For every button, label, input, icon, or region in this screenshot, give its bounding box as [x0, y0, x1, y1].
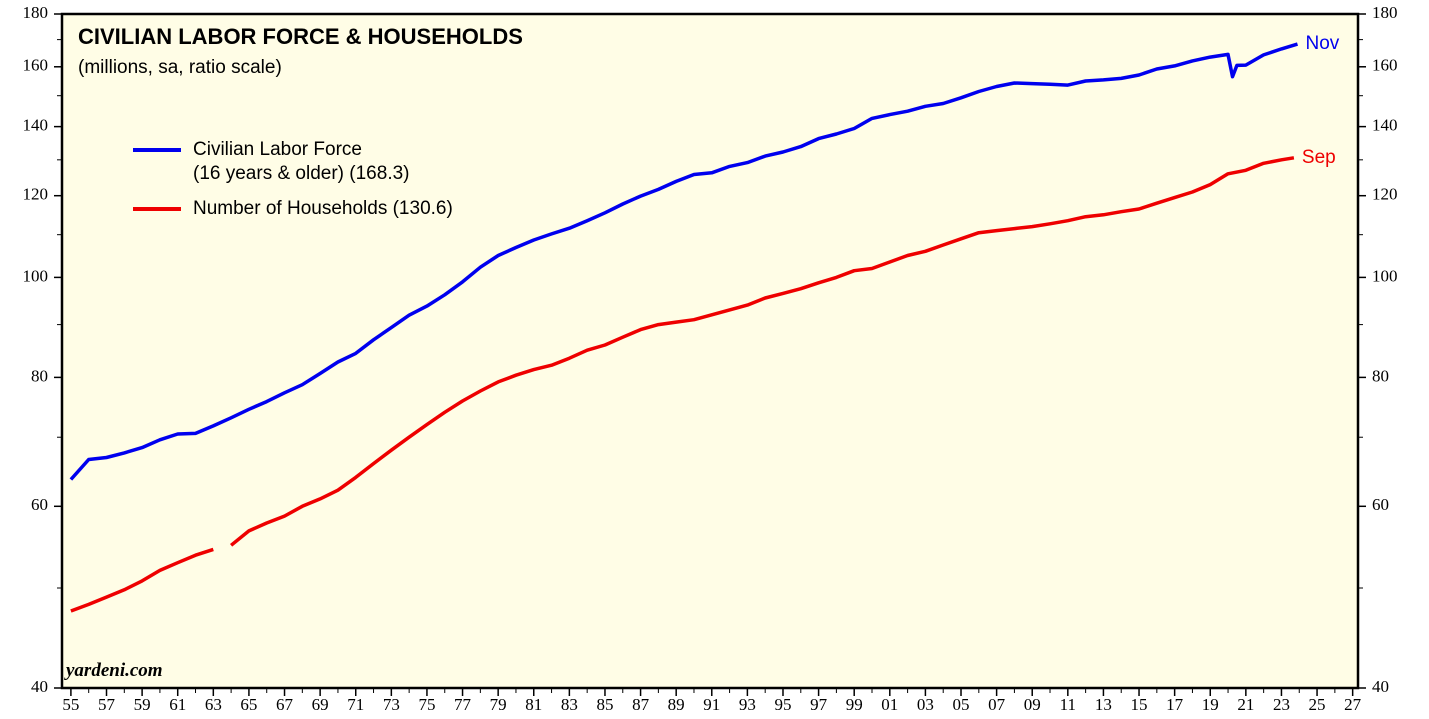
x-tick-label: 71: [347, 695, 364, 714]
end-label: Sep: [1302, 147, 1336, 168]
x-tick-label: 11: [1060, 695, 1076, 714]
x-tick-label: 13: [1095, 695, 1112, 714]
x-tick-label: 91: [703, 695, 720, 714]
legend-entry: Civilian Labor Force (16 years & older) …: [193, 139, 410, 184]
y-tick-label: 60: [31, 495, 48, 514]
x-tick-label: 99: [846, 695, 863, 714]
y-tick-label: 80: [31, 366, 48, 385]
x-tick-label: 87: [632, 695, 650, 714]
x-tick-label: 15: [1131, 695, 1148, 714]
x-tick-label: 77: [454, 695, 472, 714]
x-tick-label: 55: [62, 695, 79, 714]
x-tick-label: 17: [1166, 695, 1184, 714]
y-tick-label: 160: [1372, 56, 1398, 75]
x-tick-label: 23: [1273, 695, 1290, 714]
x-tick-label: 93: [739, 695, 756, 714]
chart-title: CIVILIAN LABOR FORCE & HOUSEHOLDS: [78, 24, 523, 49]
end-label: Nov: [1305, 33, 1339, 54]
series-line: [69, 42, 1299, 481]
x-tick-label: 97: [810, 695, 828, 714]
y-tick-label: 60: [1372, 495, 1389, 514]
y-tick-label: 100: [23, 266, 49, 285]
x-tick-label: 27: [1344, 695, 1362, 714]
x-tick-label: 95: [774, 695, 791, 714]
x-tick-label: 67: [276, 695, 294, 714]
plot-frame: [60, 12, 1360, 690]
x-tick-label: 59: [134, 695, 151, 714]
x-tick-label: 19: [1202, 695, 1219, 714]
y-tick-label: 140: [1372, 116, 1398, 135]
x-tick-label: 61: [169, 695, 186, 714]
chart-subtitle: (millions, sa, ratio scale): [78, 57, 282, 78]
plot-area: [62, 14, 1358, 688]
x-tick-label: 79: [490, 695, 507, 714]
x-tick-label: 21: [1237, 695, 1254, 714]
x-tick-label: 01: [881, 695, 898, 714]
x-tick-label: 69: [312, 695, 329, 714]
y-tick-label: 100: [1372, 266, 1398, 285]
series-line: [70, 156, 1295, 613]
legend-swatch: [133, 148, 181, 152]
x-tick-label: 63: [205, 695, 222, 714]
x-tick-label: 25: [1309, 695, 1326, 714]
y-tick-label: 140: [23, 116, 49, 135]
y-tick-label: 120: [23, 185, 49, 204]
y-tick-label: 120: [1372, 185, 1398, 204]
x-tick-label: 07: [988, 695, 1006, 714]
y-tick-label: 180: [1372, 3, 1398, 22]
x-tick-label: 89: [668, 695, 685, 714]
x-tick-label: 85: [596, 695, 613, 714]
x-tick-label: 05: [953, 695, 970, 714]
y-tick-label: 40: [1372, 677, 1389, 696]
x-tick-label: 83: [561, 695, 578, 714]
x-tick-label: 65: [240, 695, 257, 714]
y-tick-label: 160: [23, 56, 49, 75]
x-tick-label: 57: [98, 695, 116, 714]
y-tick-label: 40: [31, 677, 48, 696]
y-tick-label: 180: [23, 3, 49, 22]
x-tick-label: 09: [1024, 695, 1041, 714]
legend-swatch: [133, 207, 181, 211]
x-tick-label: 73: [383, 695, 400, 714]
source: yardeni.com: [66, 660, 163, 681]
legend-entry: Number of Households (130.6): [193, 198, 453, 219]
y-tick-label: 80: [1372, 366, 1389, 385]
x-tick-label: 03: [917, 695, 934, 714]
x-tick-label: 81: [525, 695, 542, 714]
x-tick-label: 75: [418, 695, 435, 714]
